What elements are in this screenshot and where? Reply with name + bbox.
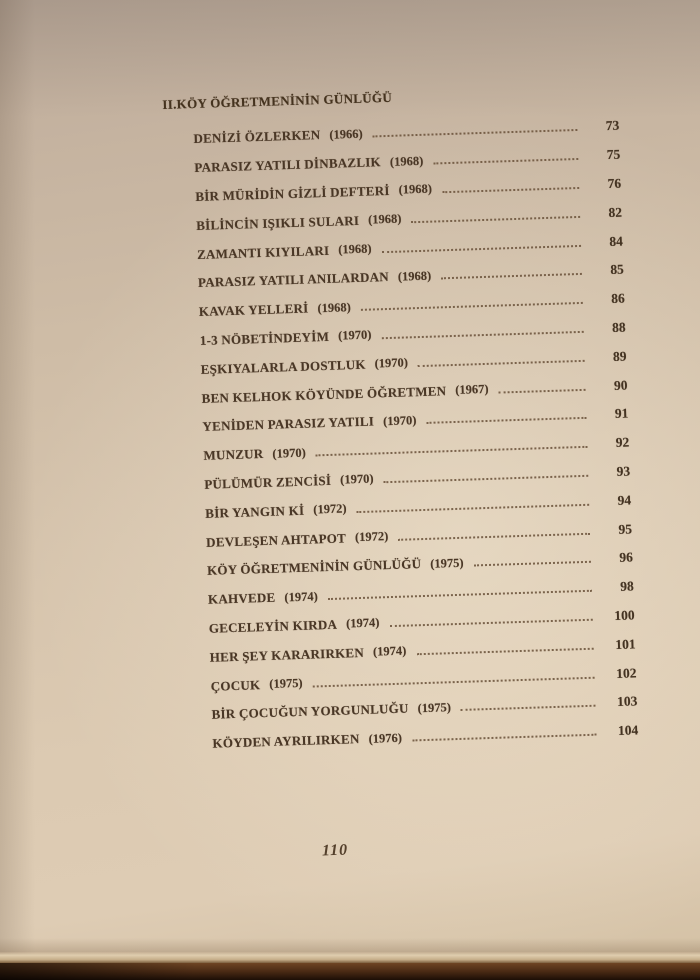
dotted-leader xyxy=(383,474,589,484)
toc-entry-title: DENİZİ ÖZLERKEN xyxy=(193,127,321,147)
toc-entry-title: KÖY ÖĞRETMENİNİN GÜNLÜĞÜ xyxy=(206,556,422,579)
toc-entry-title: PÜLÜMÜR ZENCİSİ xyxy=(204,472,332,492)
toc-entry-title: PARASIZ YATILI DİNBAZLIK xyxy=(194,154,382,176)
dotted-leader xyxy=(411,733,597,742)
toc-entry-page: 93 xyxy=(616,463,631,479)
toc-list: DENİZİ ÖZLERKEN (1966) 73 PARASIZ YATILI… xyxy=(163,112,639,760)
toc-entry-year: (1967) xyxy=(455,381,489,397)
toc-entry-year: (1970) xyxy=(374,355,409,371)
toc-entry-page: 94 xyxy=(617,492,632,508)
toc-entry-year: (1975) xyxy=(429,555,464,571)
dotted-leader xyxy=(389,618,593,628)
toc-entry-year: (1966) xyxy=(329,126,363,142)
dotted-leader xyxy=(411,215,581,224)
dotted-leader xyxy=(372,129,578,138)
toc-entry-year: (1972) xyxy=(313,501,347,517)
dotted-leader xyxy=(473,561,592,567)
toc-entry-year: (1970) xyxy=(382,413,417,429)
toc-entry-title: 1-3 NÖBETİNDEYİM xyxy=(199,328,330,348)
toc-entry-page: 90 xyxy=(613,377,628,393)
toc-entry-year: (1972) xyxy=(354,529,389,545)
toc-entry-year: (1974) xyxy=(372,643,407,659)
dotted-leader xyxy=(381,330,584,340)
toc-entry-year: (1968) xyxy=(317,299,351,315)
page-number-folio: 110 xyxy=(321,841,349,860)
toc-entry-page: 89 xyxy=(612,348,627,364)
toc-entry-title: BİLİNCİN IŞIKLI SULARI xyxy=(195,212,360,233)
dotted-leader xyxy=(360,302,583,312)
toc-entry-year: (1976) xyxy=(368,730,403,746)
toc-entry-year: (1968) xyxy=(397,268,432,284)
toc-entry-page: 82 xyxy=(608,204,623,220)
toc-entry-page: 98 xyxy=(620,578,634,594)
dotted-leader xyxy=(498,388,586,394)
toc-entry-year: (1968) xyxy=(389,153,424,169)
toc-entry-year: (1975) xyxy=(417,700,452,716)
dotted-leader xyxy=(381,244,582,253)
toc-entry-page: 85 xyxy=(610,261,625,278)
dotted-leader xyxy=(426,417,587,425)
toc-entry-title: BİR ÇOCUĞUN YORGUNLUĞU xyxy=(211,700,409,723)
toc-entry-year: (1970) xyxy=(272,445,306,461)
toc-entry-page: 100 xyxy=(614,607,635,623)
toc-entry-page: 76 xyxy=(607,175,622,192)
toc-entry-title: GECELEYİN KIRDA xyxy=(208,616,338,636)
dotted-leader xyxy=(327,589,592,601)
toc-entry-page: 91 xyxy=(614,405,629,422)
toc-entry-year: (1974) xyxy=(284,589,318,605)
toc-entry-page: 104 xyxy=(617,722,639,739)
toc-entry-page: 101 xyxy=(615,636,636,652)
toc-entry-year: (1968) xyxy=(398,182,433,198)
toc-entry-title: MUNZUR xyxy=(203,446,264,464)
toc-entry-year: (1970) xyxy=(337,328,372,344)
toc-entry-year: (1975) xyxy=(269,675,303,691)
toc-entry-page: 95 xyxy=(618,521,633,537)
dotted-leader xyxy=(433,158,579,165)
toc-entry-year: (1968) xyxy=(367,211,402,227)
toc-entry-title: YENİDEN PARASIZ YATILI xyxy=(202,413,375,435)
toc-entry-title: HER ŞEY KARARIRKEN xyxy=(209,644,365,665)
toc-entry-page: 86 xyxy=(610,290,625,307)
toc-entry-title: BİR MÜRİDİN GİZLİ DEFTERİ xyxy=(195,182,390,204)
page-bottom-shadow xyxy=(0,938,700,952)
toc-entry-title: KAHVEDE xyxy=(207,589,276,607)
toc-entry-page: 92 xyxy=(615,434,630,451)
toc-entry-year: (1968) xyxy=(338,241,372,257)
toc-entry-title: ZAMANTI KIYILARI xyxy=(196,242,330,262)
dotted-leader xyxy=(442,186,580,194)
toc-entry-year: (1974) xyxy=(345,615,380,631)
toc-entry-title: BEN KELHOK KÖYÜNDE ÖĞRETMEN xyxy=(201,382,447,406)
dotted-leader xyxy=(398,532,591,541)
dotted-leader xyxy=(356,503,590,513)
toc-entry-title: KAVAK YELLERİ xyxy=(198,300,309,320)
toc-entry-title: DEVLEŞEN AHTAPOT xyxy=(205,529,347,550)
dotted-leader xyxy=(416,647,594,656)
toc-entry-page: 88 xyxy=(611,319,626,335)
toc-entry-page: 102 xyxy=(615,664,637,681)
dotted-leader xyxy=(315,445,588,457)
toc-entry-page: 73 xyxy=(605,118,620,134)
toc-entry-page: 75 xyxy=(606,146,621,163)
page-cut-edge xyxy=(0,952,700,963)
toc-entry-title: KÖYDEN AYRILIRKEN xyxy=(212,731,360,751)
toc-entry-year: (1970) xyxy=(339,472,374,488)
toc-entry-title: EŞKIYALARLA DOSTLUK xyxy=(200,356,366,377)
dotted-leader xyxy=(312,676,595,688)
dotted-leader xyxy=(418,359,585,367)
toc-entry-title: BİR YANGIN Kİ xyxy=(205,502,305,521)
dotted-leader xyxy=(441,273,582,280)
toc-entry-title: PARASIZ YATILI ANILARDAN xyxy=(197,269,390,291)
table-surface xyxy=(0,963,700,980)
toc-entry-page: 84 xyxy=(609,233,624,249)
toc-entry-page: 103 xyxy=(616,693,638,710)
dotted-leader xyxy=(461,705,596,712)
toc-entry-page: 96 xyxy=(619,549,634,566)
toc-entry-title: ÇOCUK xyxy=(210,676,261,694)
table-of-contents: II.KÖY ÖĞRETMENİNİN GÜNLÜĞÜ DENİZİ ÖZLER… xyxy=(162,78,639,760)
